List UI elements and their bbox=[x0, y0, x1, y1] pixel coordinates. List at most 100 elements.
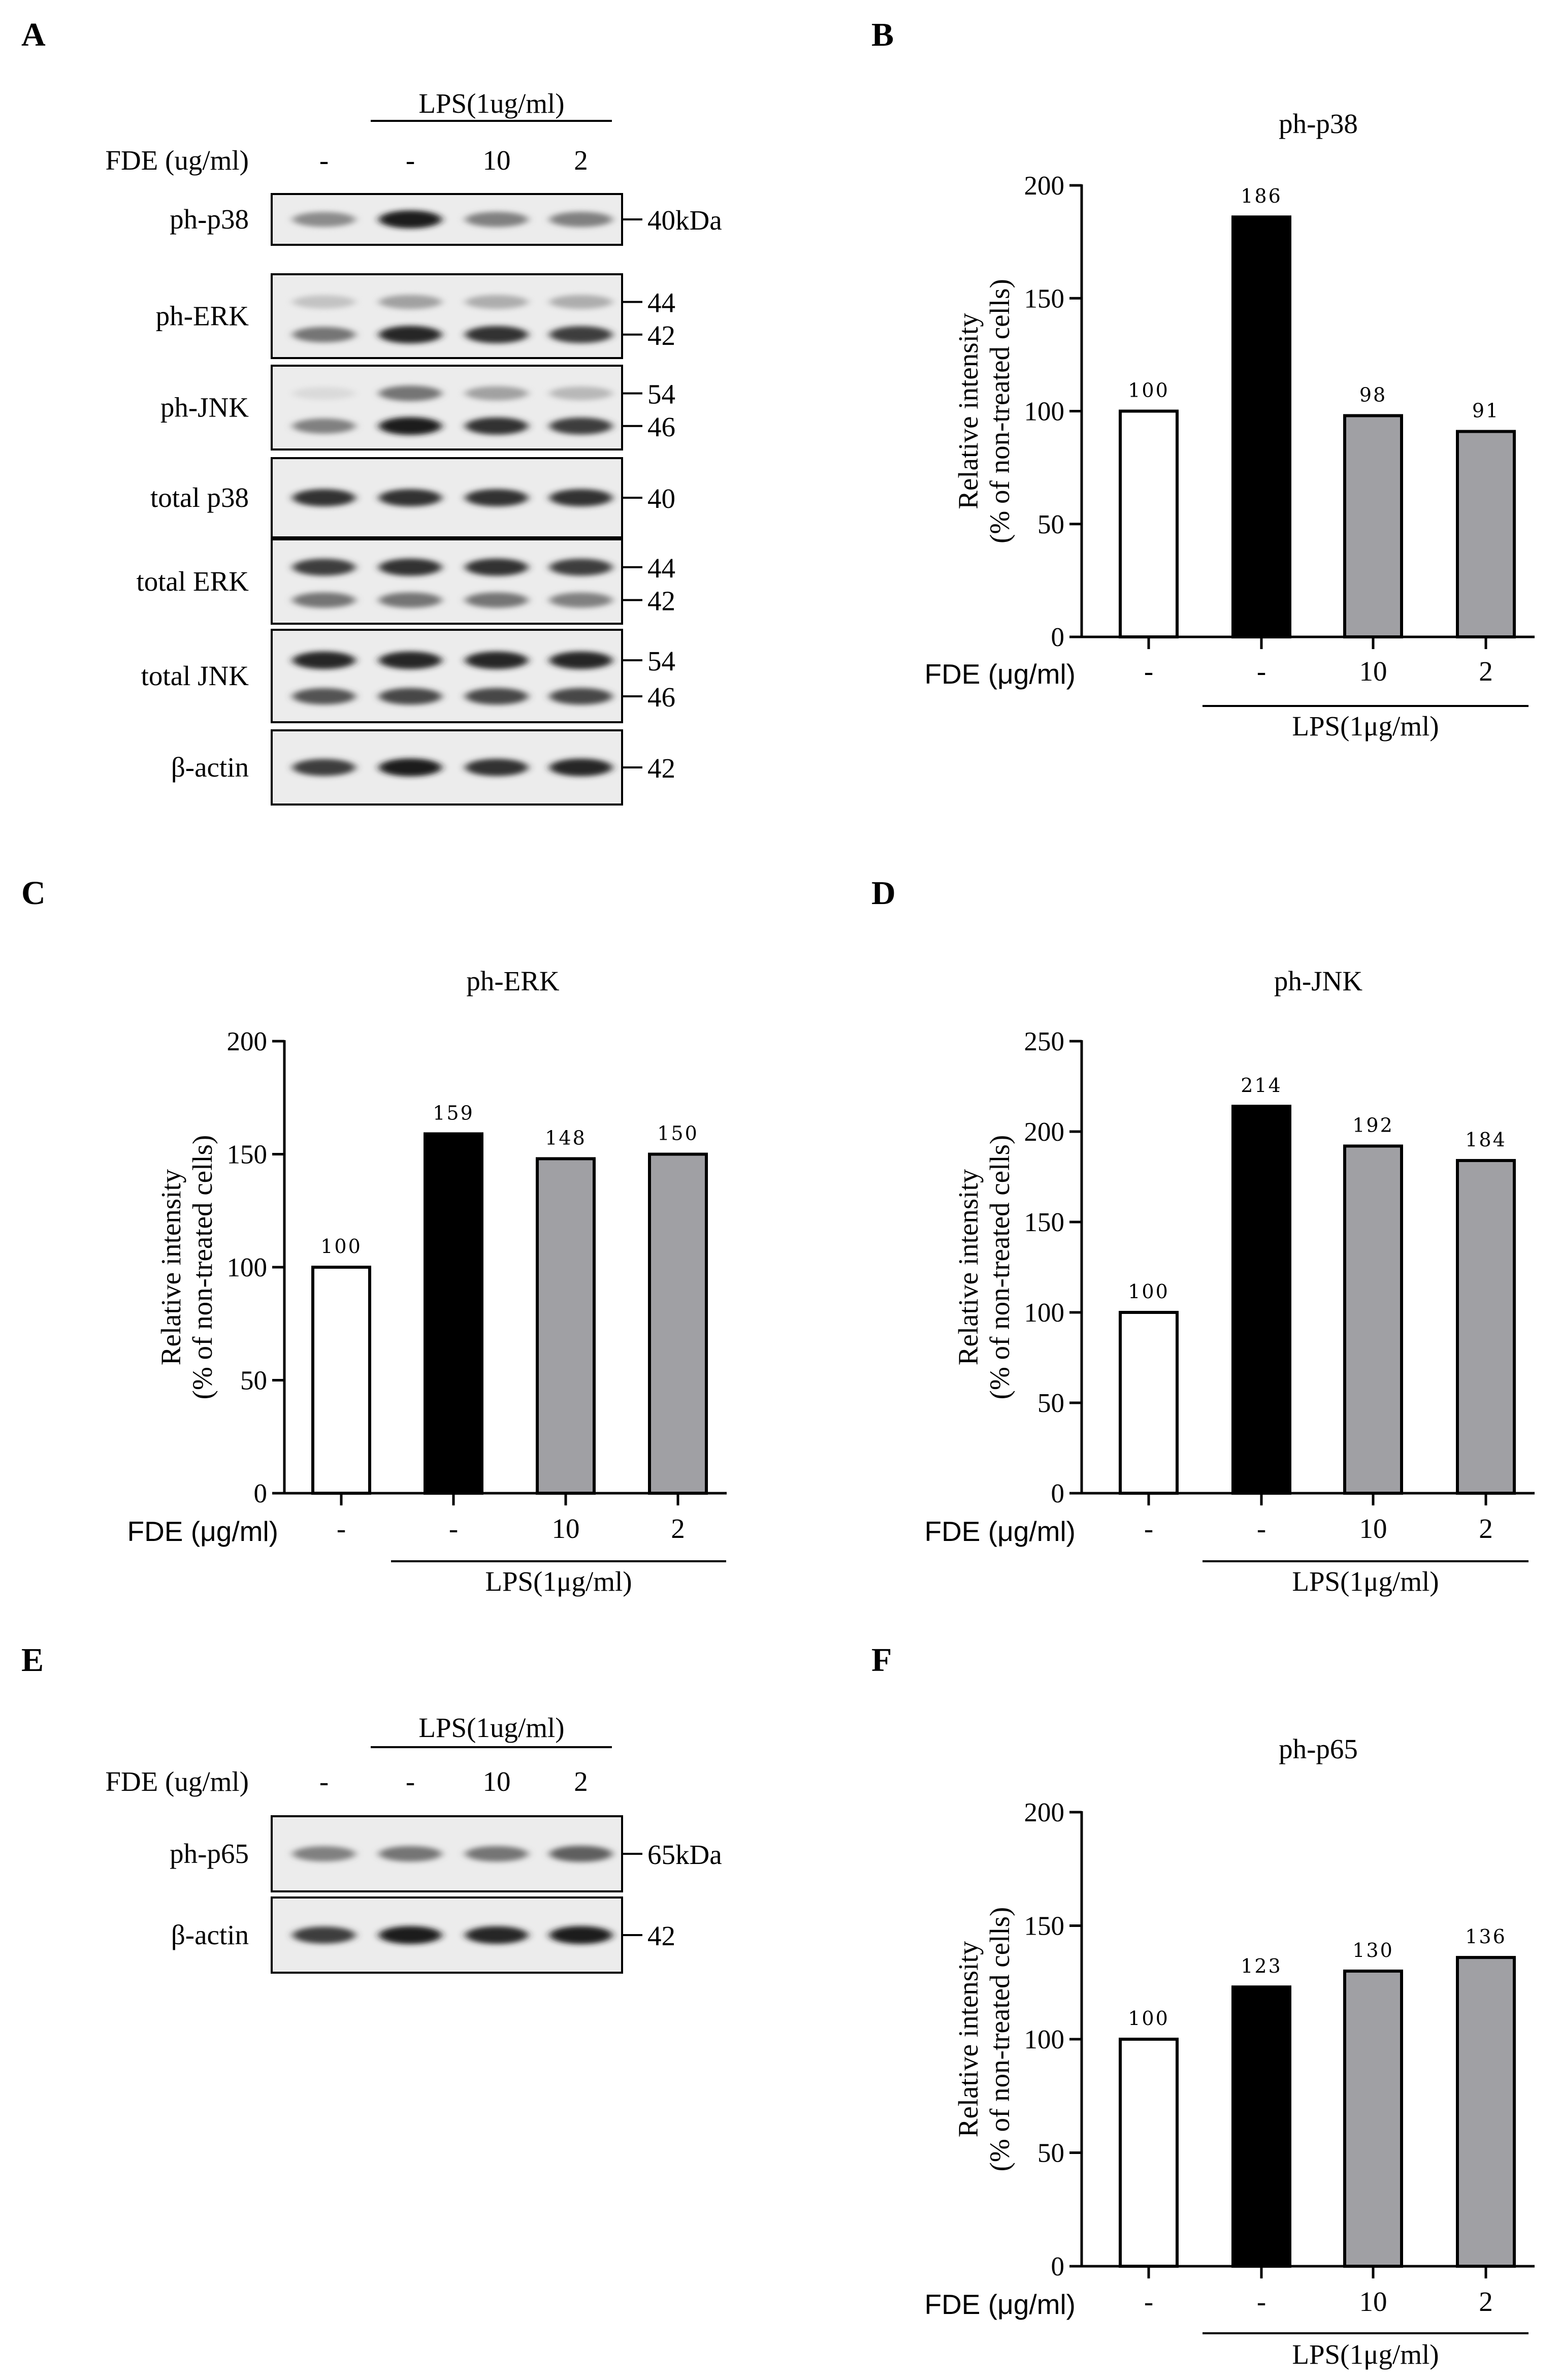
y-tick-label: 150 bbox=[1024, 1208, 1065, 1237]
category-label: 2 bbox=[671, 1513, 685, 1544]
protein-band bbox=[549, 212, 612, 227]
y-axis-title-line1: Relative intensity bbox=[953, 313, 984, 509]
lane-dose-label: 2 bbox=[574, 145, 588, 176]
y-tick-label: 200 bbox=[1024, 171, 1065, 201]
kda-marker-label: 54 bbox=[647, 378, 675, 409]
y-axis-title-line2: (% of non-treated cells) bbox=[984, 279, 1015, 543]
kda-marker-label: 42 bbox=[647, 753, 675, 784]
protein-band bbox=[292, 688, 355, 705]
bar bbox=[424, 1132, 483, 1495]
protein-band bbox=[292, 387, 355, 400]
blot-membrane bbox=[271, 629, 623, 723]
blot-row-label-ph-jnk: ph-JNK bbox=[160, 392, 249, 423]
protein-band bbox=[549, 651, 612, 669]
fde-dose-label: FDE (ug/ml) bbox=[105, 1766, 249, 1797]
blot-membrane bbox=[271, 538, 623, 625]
bar-chart-ph-p65: ph-p65 Relative intensity(% of non-treate… bbox=[924, 1733, 1535, 2370]
y-axis-title-line2: (% of non-treated cells) bbox=[984, 1907, 1015, 2172]
bar-data-label: 100 bbox=[1128, 2007, 1169, 2030]
category-label: 10 bbox=[552, 1513, 580, 1544]
category-label: 2 bbox=[1479, 656, 1493, 687]
y-tick-label: 50 bbox=[1037, 510, 1064, 539]
bar bbox=[1343, 1144, 1403, 1495]
category-label: 2 bbox=[1479, 2286, 1493, 2317]
bar bbox=[1119, 409, 1179, 638]
protein-band bbox=[379, 489, 442, 507]
bar bbox=[1343, 414, 1403, 638]
lps-treatment-label: LPS(1μg/ml) bbox=[485, 1566, 632, 1597]
fde-dose-axis-label: FDE (μg/ml) bbox=[127, 1516, 278, 1547]
bar bbox=[648, 1152, 708, 1495]
category-label: - bbox=[1257, 656, 1266, 687]
bar-data-label: 186 bbox=[1241, 185, 1282, 207]
category-label: - bbox=[1257, 1513, 1266, 1544]
bar bbox=[1231, 1985, 1291, 2268]
protein-band bbox=[549, 326, 612, 343]
blot-row-label-ph-p65: ph-p65 bbox=[170, 1838, 249, 1869]
protein-band bbox=[465, 1926, 528, 1944]
y-tick-label: 0 bbox=[254, 1479, 268, 1508]
kda-marker-label: 44 bbox=[647, 553, 675, 584]
kda-marker-label: 40 bbox=[647, 483, 675, 514]
panel-letter-c: C bbox=[21, 875, 46, 912]
bar bbox=[1456, 430, 1516, 638]
y-tick-label: 50 bbox=[1037, 2139, 1064, 2168]
protein-band bbox=[465, 651, 528, 669]
protein-band bbox=[465, 489, 528, 507]
protein-band bbox=[549, 558, 612, 576]
bar-chart-ph-p38: ph-p38 Relative intensity(% of non-treate… bbox=[924, 108, 1535, 742]
kda-marker-label: 46 bbox=[647, 682, 675, 713]
y-tick-label: 0 bbox=[1051, 623, 1065, 652]
panel-letter-e: E bbox=[21, 1642, 44, 1679]
bar-data-label: 130 bbox=[1352, 1939, 1394, 1961]
protein-band bbox=[549, 1926, 612, 1944]
blot-row-label-actin: β-actin bbox=[171, 752, 249, 783]
protein-band bbox=[549, 386, 612, 400]
western-blot-panel-a: LPS(1ug/ml) FDE (ug/ml) - - 10 2 ph-p38 40kDa ph… bbox=[105, 88, 722, 806]
y-tick-label: 150 bbox=[1024, 1912, 1065, 1941]
fde-dose-axis-label: FDE (μg/ml) bbox=[924, 1516, 1076, 1547]
bar-data-label: 100 bbox=[320, 1235, 362, 1258]
y-tick-label: 200 bbox=[1024, 1798, 1065, 1827]
y-axis-title-line1: Relative intensity bbox=[953, 1941, 984, 2137]
lane-dose-label: 10 bbox=[483, 1766, 511, 1797]
protein-band bbox=[465, 1846, 528, 1862]
protein-band bbox=[465, 592, 528, 608]
y-tick-label: 100 bbox=[1024, 397, 1065, 427]
protein-band bbox=[379, 758, 442, 777]
lane-dose-label: 2 bbox=[574, 1766, 588, 1797]
blot-row-label-total-erk: total ERK bbox=[136, 566, 249, 597]
bar bbox=[1231, 215, 1291, 639]
category-label: 10 bbox=[1359, 2286, 1387, 2317]
lane-dose-label: - bbox=[319, 145, 329, 176]
y-axis-title-line2: (% of non-treated cells) bbox=[187, 1135, 218, 1400]
y-tick-label: 200 bbox=[227, 1027, 268, 1056]
y-axis-title: Relative intensity(% of non-treated cell… bbox=[953, 1135, 1015, 1400]
bar-data-label: 192 bbox=[1352, 1114, 1394, 1136]
lane-dose-label: - bbox=[406, 145, 415, 176]
category-label: - bbox=[1144, 1513, 1153, 1544]
blot-membrane bbox=[271, 273, 623, 359]
bar-data-label: 136 bbox=[1465, 1925, 1507, 1948]
protein-band bbox=[292, 1926, 355, 1944]
chart-title: ph-ERK bbox=[466, 966, 560, 996]
lps-treatment-label: LPS(1ug/ml) bbox=[418, 88, 564, 119]
protein-band bbox=[465, 212, 528, 227]
kda-marker-label: 40kDa bbox=[647, 205, 722, 236]
protein-band bbox=[292, 651, 355, 669]
y-tick-label: 0 bbox=[1051, 1479, 1065, 1508]
protein-band bbox=[549, 758, 612, 777]
blot-row-label-total-jnk: total JNK bbox=[141, 660, 249, 691]
bar-data-label: 91 bbox=[1472, 400, 1500, 422]
protein-band bbox=[292, 295, 355, 309]
bar-data-label: 98 bbox=[1359, 383, 1387, 406]
y-axis-title-line1: Relative intensity bbox=[953, 1169, 984, 1365]
y-axis-title: Relative intensity(% of non-treated cell… bbox=[155, 1135, 218, 1400]
protein-band bbox=[549, 688, 612, 705]
kda-marker-label: 65kDa bbox=[647, 1839, 722, 1870]
y-axis-title-line1: Relative intensity bbox=[155, 1169, 186, 1365]
protein-band bbox=[379, 1926, 442, 1944]
kda-marker-label: 46 bbox=[647, 411, 675, 442]
chart-title: ph-JNK bbox=[1274, 966, 1362, 996]
